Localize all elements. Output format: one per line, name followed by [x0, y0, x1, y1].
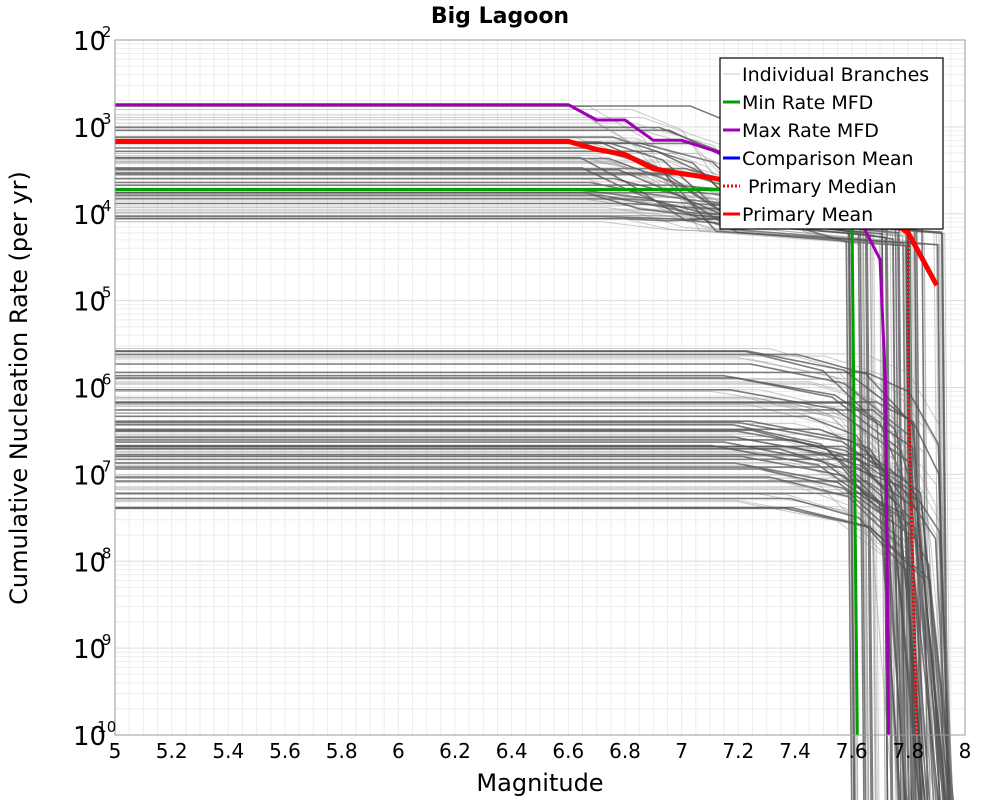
- branch-line: [115, 464, 894, 800]
- y-tick-exponent: -6: [97, 371, 112, 389]
- x-tick-label: 7.4: [779, 739, 811, 763]
- branch-line: [115, 391, 949, 800]
- branch-line: [115, 356, 930, 800]
- branch-line: [115, 109, 922, 800]
- y-tick-exponent: -3: [97, 110, 112, 128]
- branch-line: [115, 430, 953, 800]
- branch-line: [115, 147, 906, 800]
- branch-line: [115, 207, 931, 800]
- branch-line: [115, 401, 950, 800]
- branch-line: [115, 497, 926, 800]
- y-axis-ticks: 10-210-310-410-510-610-710-810-910-10: [73, 23, 116, 752]
- branch-line: [115, 494, 911, 800]
- branch-line: [115, 436, 948, 800]
- branch-line: [115, 156, 865, 800]
- y-tick-label: 10: [73, 548, 106, 578]
- branch-line: [115, 402, 910, 800]
- branch-line: [115, 198, 902, 800]
- branch-line: [115, 462, 940, 800]
- branch-line: [115, 467, 916, 800]
- x-tick-label: 7.8: [892, 739, 924, 763]
- legend-label: Max Rate MFD: [742, 120, 879, 142]
- x-tick-label: 7.2: [722, 739, 754, 763]
- branch-line: [115, 181, 929, 800]
- branch-line: [115, 396, 907, 800]
- branch-line: [115, 412, 938, 800]
- branch-line: [115, 501, 935, 800]
- y-axis-label: Cumulative Nucleation Rate (per yr): [5, 171, 33, 605]
- x-tick-label: 7.6: [836, 739, 868, 763]
- y-tick-label: 10: [73, 722, 106, 752]
- y-tick-exponent: -4: [97, 197, 112, 215]
- x-axis-label: Magnitude: [476, 769, 603, 797]
- x-tick-label: 6.4: [496, 739, 528, 763]
- branch-line: [115, 161, 943, 800]
- x-tick-label: 5.8: [326, 739, 358, 763]
- y-tick-exponent: -8: [97, 544, 112, 562]
- branch-line: [115, 455, 945, 800]
- x-tick-label: 7: [675, 739, 688, 763]
- y-tick-label: 10: [73, 288, 106, 318]
- branch-line: [115, 114, 919, 800]
- branch-line: [115, 477, 931, 800]
- branch-line: [115, 377, 928, 800]
- x-tick-label: 6: [392, 739, 405, 763]
- y-tick-exponent: -7: [97, 457, 112, 475]
- chart-title: Big Lagoon: [431, 4, 569, 29]
- x-tick-label: 5: [109, 739, 122, 763]
- y-tick-label: 10: [73, 461, 106, 491]
- x-tick-label: 5.2: [156, 739, 188, 763]
- branch-line: [115, 492, 941, 800]
- y-tick-exponent: -5: [97, 284, 112, 302]
- branch-line: [115, 423, 944, 800]
- legend-label: Min Rate MFD: [742, 92, 873, 114]
- branch-line: [115, 466, 950, 800]
- branch-line: [115, 191, 915, 800]
- y-tick-label: 10: [73, 635, 106, 665]
- branch-line: [115, 486, 903, 800]
- y-tick-exponent: -10: [92, 718, 117, 736]
- x-tick-label: 5.6: [269, 739, 301, 763]
- branch-line: [115, 178, 905, 800]
- branch-line: [115, 405, 910, 800]
- x-tick-label: 5.4: [212, 739, 244, 763]
- legend-label: Individual Branches: [742, 64, 929, 86]
- y-tick-label: 10: [73, 375, 106, 405]
- legend-label: Comparison Mean: [742, 148, 914, 170]
- branch-line: [115, 451, 954, 800]
- x-tick-label: 6.8: [609, 739, 641, 763]
- y-tick-label: 10: [73, 114, 106, 144]
- branch-line: [115, 420, 950, 800]
- branch-line: [115, 355, 941, 800]
- branch-line: [115, 193, 894, 800]
- legend: Individual Branches Min Rate MFD Max Rate …: [719, 57, 944, 230]
- branch-line: [115, 381, 944, 800]
- branch-line: [115, 441, 921, 800]
- branch-line: [115, 415, 907, 800]
- legend-box: [719, 57, 944, 230]
- x-tick-label: 6.2: [439, 739, 471, 763]
- plot-frame: [114, 39, 966, 736]
- branch-line: [115, 216, 893, 800]
- branch-line: [115, 157, 873, 800]
- branch-line: [115, 447, 906, 800]
- x-tick-label: 8: [959, 739, 972, 763]
- y-tick-exponent: -2: [97, 23, 112, 41]
- x-tick-label: 6.6: [552, 739, 584, 763]
- branch-line: [115, 463, 932, 800]
- legend-label: Primary Median: [742, 176, 897, 198]
- y-tick-label: 10: [73, 27, 106, 57]
- branch-line: [115, 169, 874, 800]
- y-tick-label: 10: [73, 201, 106, 231]
- branch-line: [115, 459, 954, 800]
- grid: [114, 40, 966, 736]
- branch-line: [115, 424, 908, 800]
- x-axis-ticks: 5 5.2 5.4 5.6 5.8 6 6.2 6.4 6.6 6.8 7 7.2 7.4 7.6 7.8 8: [109, 739, 972, 763]
- branch-line: [115, 217, 948, 800]
- y-tick-exponent: -9: [97, 631, 112, 649]
- legend-label: Primary Mean: [742, 204, 873, 226]
- branch-line: [115, 203, 878, 800]
- branch-line: [115, 499, 950, 800]
